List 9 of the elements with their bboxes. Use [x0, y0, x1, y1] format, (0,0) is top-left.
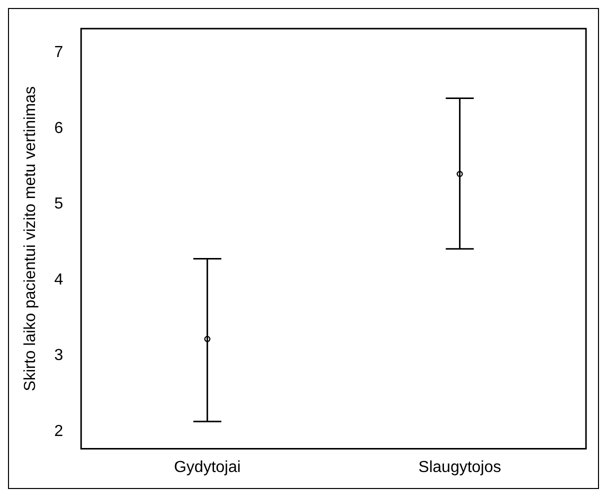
y-axis-title: Skirto laiko pacientui vizito metu vertinimas — [22, 86, 40, 392]
y-tick-label: 7 — [54, 44, 64, 62]
y-tick-label: 6 — [54, 120, 64, 137]
y-tick-label: 5 — [54, 196, 64, 213]
x-tick-label: Slaugytojos — [418, 458, 502, 476]
y-tick-label: 2 — [54, 422, 64, 440]
x-tick-label: Gydytojai — [174, 458, 241, 476]
y-tick-label: 4 — [54, 271, 64, 288]
y-tick-label: 3 — [54, 347, 64, 364]
